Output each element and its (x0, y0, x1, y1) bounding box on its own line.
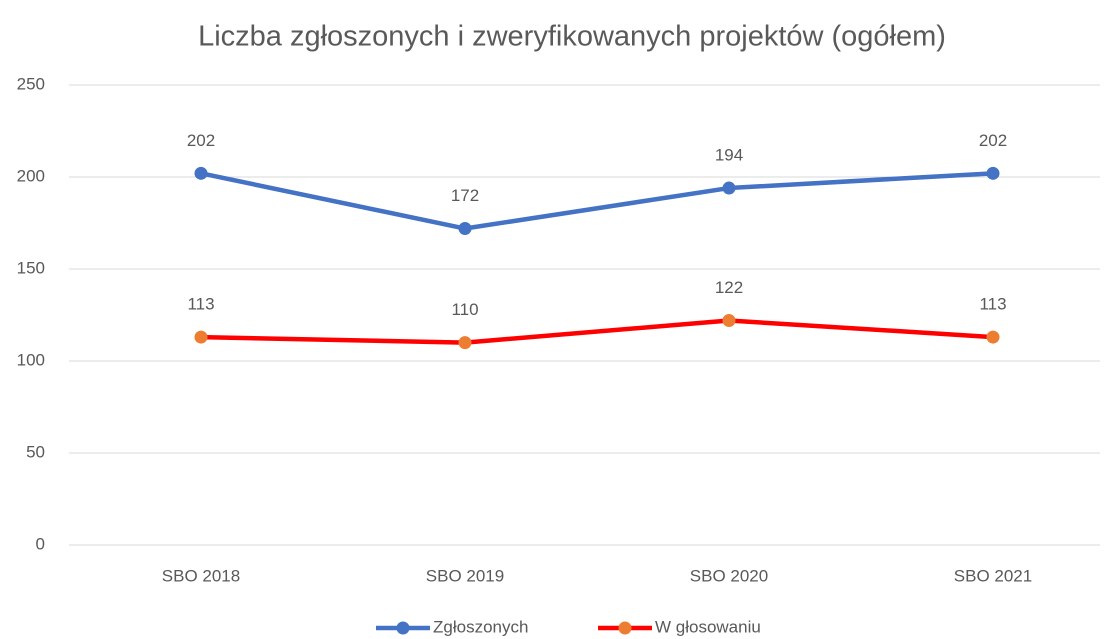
marker (194, 330, 208, 344)
marker (986, 166, 1000, 180)
marker (194, 166, 208, 180)
marker (986, 330, 1000, 344)
y-tick-label: 150 (17, 258, 45, 277)
y-tick-label: 0 (36, 534, 45, 553)
x-tick-label: SBO 2021 (954, 566, 1032, 585)
chart-title: Liczba zgłoszonych i zweryfikowanych pro… (198, 21, 946, 53)
data-label: 113 (979, 295, 1006, 314)
marker (722, 314, 736, 328)
legend-label: Zgłoszonych (433, 617, 528, 636)
data-label: 110 (451, 300, 478, 319)
y-tick-label: 250 (17, 74, 45, 93)
legend-marker (396, 621, 410, 635)
data-label: 202 (187, 131, 215, 150)
marker (458, 336, 472, 350)
x-tick-label: SBO 2018 (162, 566, 240, 585)
series-line (200, 171, 994, 231)
y-tick-label: 100 (17, 350, 45, 369)
data-label: 194 (715, 146, 743, 165)
data-label: 172 (451, 186, 479, 205)
x-tick-label: SBO 2020 (690, 566, 768, 585)
data-label: 202 (979, 131, 1007, 150)
legend-label: W głosowaniu (655, 617, 761, 636)
data-label: 122 (715, 278, 743, 297)
data-label: 113 (187, 295, 214, 314)
y-tick-label: 200 (17, 166, 45, 185)
marker (458, 222, 472, 236)
x-tick-label: SBO 2019 (426, 566, 504, 585)
series-line (200, 318, 994, 345)
marker (722, 181, 736, 195)
y-tick-label: 50 (26, 442, 45, 461)
legend-marker (618, 621, 632, 635)
